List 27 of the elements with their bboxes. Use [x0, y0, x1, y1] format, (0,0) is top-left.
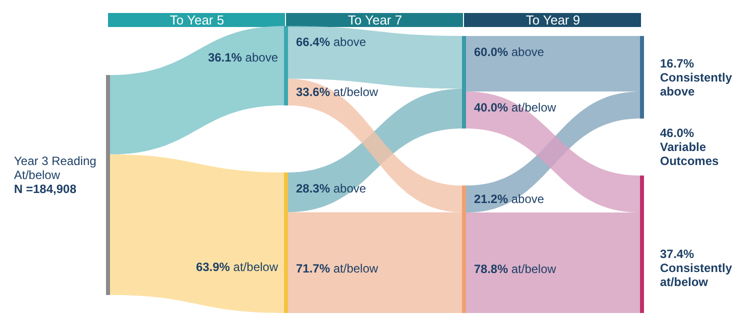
data-label: 63.9%	[196, 260, 230, 274]
data-label: 28.3%	[296, 181, 330, 196]
text: at/below	[511, 262, 556, 276]
data-label: 60.0%	[474, 45, 508, 59]
series-label: at/below	[333, 85, 378, 100]
data-label: 36.1%	[208, 50, 242, 65]
category-label: To Year 5	[170, 12, 224, 28]
series-label: above	[511, 192, 544, 206]
category-label: To Year 7	[348, 12, 402, 28]
text: Year 3 Reading At/below	[14, 154, 96, 182]
text: N =184,908	[14, 182, 77, 196]
data-label: 78.8%	[474, 262, 508, 276]
data-label: 21.2%	[474, 192, 508, 206]
data-label: 40.0%	[474, 100, 508, 115]
text: at/below	[511, 100, 556, 115]
text: 16.7% Consistently above	[660, 56, 732, 98]
text: above	[511, 45, 544, 59]
text: above	[245, 50, 278, 65]
text: at/below	[333, 262, 378, 276]
data-label: 71.7%	[296, 262, 330, 276]
data-label: 66.4%	[296, 35, 330, 49]
series-label: above	[333, 35, 366, 49]
category-label: To Year 9	[526, 12, 580, 28]
text: 37.4% Consistently at/below	[660, 247, 732, 290]
data-label: 33.6%	[296, 85, 330, 100]
series-label: at/below	[233, 260, 278, 274]
text: 46.0% Variable Outcomes	[660, 126, 720, 168]
